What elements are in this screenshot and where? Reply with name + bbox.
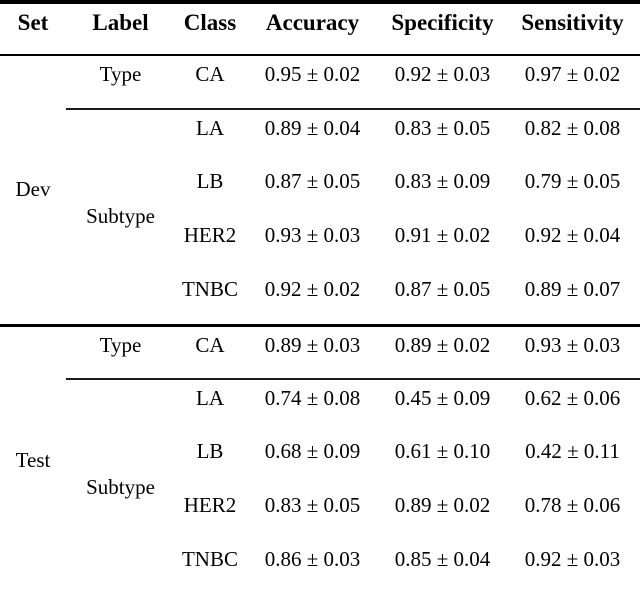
class-cell: HER2	[183, 223, 237, 247]
table-row: Subtype LA 0.89 ± 0.04 0.83 ± 0.05 0.82 …	[0, 109, 640, 327]
class-cell: LA	[196, 116, 224, 140]
sensitivity-cell: 0.92 ± 0.04	[524, 223, 621, 247]
table-row: Subtype LA 0.74 ± 0.08 0.45 ± 0.09 0.62 …	[0, 379, 640, 498]
class-cell: CA	[175, 55, 245, 110]
column-header-class: Class	[175, 2, 245, 56]
column-header-sensitivity: Sensitivity	[505, 2, 640, 56]
specificity-cell: 0.85 ± 0.04	[394, 547, 491, 571]
specificity-cell: 0.83 ± 0.09	[394, 169, 491, 193]
test-section: Test Type CA 0.89 ± 0.03 0.89 ± 0.02 0.9…	[0, 325, 640, 595]
label-cell: Subtype	[86, 474, 155, 499]
set-cell: Dev	[0, 55, 66, 327]
label-cell: Type	[66, 55, 175, 110]
label-cell: Type	[66, 325, 175, 380]
sensitivity-cell: 0.93 ± 0.03	[505, 325, 640, 380]
accuracy-cell: 0.89 ± 0.04	[264, 116, 361, 140]
class-cell: HER2	[183, 493, 237, 517]
specificity-cell: 0.89 ± 0.02	[394, 493, 491, 517]
sensitivity-cell: 0.82 ± 0.08	[524, 116, 621, 140]
class-cell: CA	[175, 325, 245, 380]
table-row: TNBC 0.92 ± 0.02 0.87 ± 0.05 0.89 ± 0.07	[0, 271, 640, 327]
accuracy-cell: 0.93 ± 0.03	[264, 223, 361, 247]
class-cell: TNBC	[181, 547, 238, 571]
table-row: LB 0.68 ± 0.09 0.61 ± 0.10 0.42 ± 0.11	[0, 433, 640, 487]
accuracy-cell: 0.92 ± 0.02	[245, 271, 380, 327]
specificity-cell: 0.92 ± 0.03	[380, 55, 505, 110]
sensitivity-cell: 0.92 ± 0.03	[524, 547, 621, 571]
column-header-set: Set	[0, 2, 66, 56]
specificity-cell: 0.61 ± 0.10	[394, 439, 491, 463]
sensitivity-cell: 0.97 ± 0.02	[505, 55, 640, 110]
specificity-cell: 0.83 ± 0.05	[394, 116, 491, 140]
sensitivity-cell: 0.62 ± 0.06	[524, 386, 621, 410]
accuracy-cell: 0.95 ± 0.02	[245, 55, 380, 110]
column-header-accuracy: Accuracy	[245, 2, 380, 56]
class-cell: LA	[196, 386, 224, 410]
class-cell: LB	[196, 439, 224, 463]
header-row: Set Label Class Accuracy Specificity Sen…	[0, 2, 640, 56]
table-row: TNBC 0.86 ± 0.03 0.85 ± 0.04 0.92 ± 0.03	[0, 541, 640, 595]
table-row: HER2 0.83 ± 0.05 0.89 ± 0.02 0.78 ± 0.06	[0, 487, 640, 541]
specificity-cell: 0.87 ± 0.05	[380, 271, 505, 327]
accuracy-cell: 0.74 ± 0.08	[264, 386, 361, 410]
accuracy-cell: 0.83 ± 0.05	[264, 493, 361, 517]
label-cell: Subtype	[66, 109, 175, 327]
accuracy-cell: 0.68 ± 0.09	[264, 439, 361, 463]
accuracy-cell: 0.87 ± 0.05	[264, 169, 361, 193]
dev-section: Dev Type CA 0.95 ± 0.02 0.92 ± 0.03 0.97…	[0, 55, 640, 327]
class-cell: TNBC	[175, 271, 245, 327]
sensitivity-cell: 0.42 ± 0.11	[525, 439, 620, 463]
specificity-cell: 0.91 ± 0.02	[394, 223, 491, 247]
sensitivity-cell: 0.89 ± 0.07	[505, 271, 640, 327]
sensitivity-cell: 0.79 ± 0.05	[524, 169, 621, 193]
table-row: Dev Type CA 0.95 ± 0.02 0.92 ± 0.03 0.97…	[0, 55, 640, 327]
table-row: LB 0.87 ± 0.05 0.83 ± 0.09 0.79 ± 0.05	[0, 163, 640, 217]
specificity-cell: 0.89 ± 0.02	[380, 325, 505, 380]
table-row: HER2 0.93 ± 0.03 0.91 ± 0.02 0.92 ± 0.04	[0, 217, 640, 271]
sensitivity-cell: 0.78 ± 0.06	[524, 493, 621, 517]
accuracy-cell: 0.89 ± 0.03	[245, 325, 380, 380]
class-cell: LB	[196, 169, 224, 193]
set-cell: Test	[15, 448, 51, 473]
specificity-cell: 0.45 ± 0.09	[394, 386, 491, 410]
table-row: Test Type CA 0.89 ± 0.03 0.89 ± 0.02 0.9…	[0, 325, 640, 472]
column-header-specificity: Specificity	[380, 2, 505, 56]
accuracy-cell: 0.86 ± 0.03	[264, 547, 361, 571]
column-header-label: Label	[66, 2, 175, 56]
